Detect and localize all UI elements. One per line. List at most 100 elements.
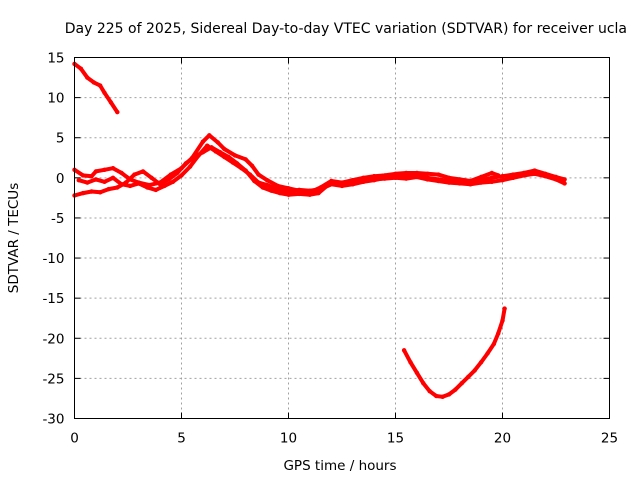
data-point bbox=[243, 157, 248, 162]
data-point bbox=[260, 185, 265, 190]
data-point bbox=[249, 163, 255, 168]
y-tick-label: 5 bbox=[56, 131, 65, 147]
data-point bbox=[89, 174, 94, 179]
data-point bbox=[102, 179, 107, 184]
data-point bbox=[421, 381, 426, 386]
data-point bbox=[80, 173, 86, 178]
data-point bbox=[485, 351, 490, 356]
data-point bbox=[98, 83, 103, 88]
data-point bbox=[115, 185, 120, 190]
y-tick-label: 15 bbox=[47, 51, 64, 67]
data-point bbox=[425, 175, 430, 180]
data-point bbox=[102, 90, 107, 96]
data-point bbox=[162, 183, 167, 189]
data-point bbox=[318, 186, 323, 192]
data-point bbox=[213, 149, 218, 154]
data-point bbox=[232, 153, 238, 158]
data-point bbox=[489, 170, 494, 176]
x-tick-label: 20 bbox=[494, 431, 511, 447]
data-point bbox=[562, 181, 567, 186]
data-point bbox=[85, 75, 90, 80]
data-point bbox=[85, 180, 90, 185]
data-point bbox=[316, 190, 321, 196]
data-point bbox=[478, 178, 484, 183]
data-point bbox=[307, 188, 313, 193]
data-point bbox=[404, 174, 409, 180]
data-point bbox=[436, 177, 441, 182]
x-tick-label: 5 bbox=[177, 431, 186, 447]
ticks-layer: 0 5 10 15 20 25 15 10 5 0 -5 -10 -15 -20 -25 -30 bbox=[42, 51, 618, 447]
data-point bbox=[80, 190, 86, 196]
series-layer bbox=[72, 61, 567, 399]
data-point bbox=[459, 381, 464, 386]
data-point bbox=[453, 387, 458, 392]
data-point bbox=[350, 182, 355, 187]
data-point bbox=[76, 178, 82, 183]
y-tick-label: -20 bbox=[42, 331, 64, 347]
data-point bbox=[119, 170, 124, 176]
data-point bbox=[393, 174, 398, 179]
data-point bbox=[446, 178, 452, 184]
data-point bbox=[553, 174, 559, 180]
y-tick-label: 10 bbox=[47, 91, 64, 107]
data-point bbox=[371, 174, 377, 179]
data-point bbox=[286, 189, 291, 194]
data-point bbox=[179, 173, 184, 178]
data-point bbox=[239, 166, 244, 171]
data-point bbox=[521, 170, 527, 176]
data-point bbox=[149, 175, 154, 180]
data-point bbox=[425, 171, 430, 176]
data-point bbox=[108, 100, 114, 105]
data-point bbox=[500, 174, 505, 179]
y-tick-label: -25 bbox=[42, 371, 64, 387]
data-point bbox=[230, 160, 236, 165]
data-point bbox=[500, 178, 505, 183]
x-axis-label: GPS time / hours bbox=[283, 458, 396, 474]
data-point bbox=[106, 186, 111, 192]
data-point bbox=[361, 179, 366, 184]
data-point bbox=[269, 188, 274, 193]
y-tick-label: -10 bbox=[42, 251, 64, 267]
data-point bbox=[145, 185, 150, 190]
data-point bbox=[339, 183, 345, 189]
data-point bbox=[478, 360, 484, 365]
data-point bbox=[215, 140, 221, 145]
data-point bbox=[427, 389, 432, 394]
data-point bbox=[89, 189, 94, 194]
data-point bbox=[511, 172, 516, 177]
grid-layer bbox=[74, 57, 610, 419]
data-point bbox=[166, 177, 171, 182]
x-tick-label: 25 bbox=[601, 431, 618, 447]
data-point bbox=[200, 139, 206, 144]
data-point bbox=[91, 80, 97, 85]
data-point bbox=[543, 171, 548, 176]
data-point bbox=[466, 374, 471, 379]
chart-title: Day 225 of 2025, Sidereal Day-to-day VTE… bbox=[65, 21, 627, 37]
data-point bbox=[414, 370, 420, 375]
data-point bbox=[277, 190, 283, 196]
data-point bbox=[110, 166, 116, 171]
data-point bbox=[496, 331, 501, 336]
y-tick-label: -5 bbox=[51, 211, 64, 227]
data-point bbox=[115, 109, 120, 115]
data-point bbox=[187, 164, 193, 169]
data-point bbox=[247, 172, 253, 177]
data-point bbox=[502, 306, 507, 311]
x-tick-label: 0 bbox=[70, 431, 79, 447]
data-point bbox=[196, 153, 201, 158]
y-axis-label: SDTVAR / TECUs bbox=[6, 183, 22, 293]
data-point bbox=[500, 318, 505, 323]
x-tick-label: 15 bbox=[387, 431, 404, 447]
data-point bbox=[434, 393, 439, 399]
data-point bbox=[264, 178, 270, 183]
data-point bbox=[256, 180, 261, 185]
data-point bbox=[297, 187, 302, 193]
data-point bbox=[205, 143, 210, 148]
data-point bbox=[489, 175, 494, 180]
data-point bbox=[222, 154, 227, 160]
data-point bbox=[472, 368, 477, 373]
data-point bbox=[153, 187, 158, 193]
series-line-segment-early-high bbox=[72, 61, 120, 115]
data-point bbox=[110, 175, 116, 180]
